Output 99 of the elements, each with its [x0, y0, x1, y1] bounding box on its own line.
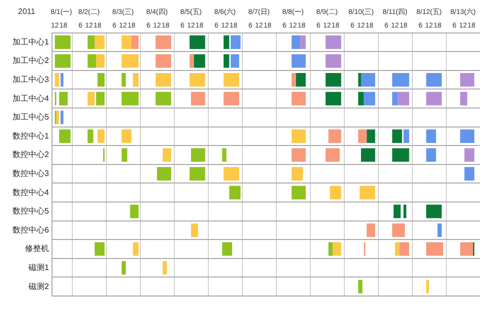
bar — [54, 54, 71, 68]
bar — [292, 73, 296, 87]
bar — [54, 35, 71, 49]
bar — [426, 92, 442, 106]
bar — [460, 242, 473, 256]
bar — [394, 204, 401, 218]
bar — [326, 73, 342, 87]
bar — [230, 35, 241, 49]
bar — [98, 129, 105, 143]
bar — [300, 35, 306, 49]
bar — [98, 73, 105, 87]
bar — [392, 129, 402, 143]
y-tick-label: 数控中心1 — [12, 131, 50, 140]
bar — [122, 148, 128, 162]
bar — [60, 110, 64, 124]
bar — [361, 73, 376, 87]
y-tick-label: 加工中心2 — [12, 56, 50, 66]
bar — [328, 242, 333, 256]
bar — [358, 73, 361, 87]
text: 2011 — [18, 7, 36, 16]
bar — [222, 242, 232, 256]
bar — [426, 242, 444, 256]
bar — [292, 129, 306, 143]
bar — [191, 223, 198, 237]
bar — [94, 242, 105, 256]
bar — [392, 148, 410, 162]
bar — [358, 280, 362, 294]
bar — [328, 129, 342, 143]
bar — [122, 261, 126, 275]
bar — [426, 129, 436, 143]
bar — [292, 35, 300, 49]
bar — [332, 242, 342, 256]
bar — [190, 167, 206, 181]
bar — [191, 148, 206, 162]
bar — [292, 186, 306, 200]
bar — [404, 129, 410, 143]
bar — [426, 280, 429, 294]
bar — [88, 129, 94, 143]
bar — [326, 54, 342, 68]
y-tick-label: 加工中心5 — [12, 112, 50, 122]
bar — [464, 148, 474, 162]
bar — [326, 148, 340, 162]
bar — [326, 92, 342, 106]
bar — [398, 92, 410, 106]
bar — [426, 204, 442, 218]
bar — [358, 92, 364, 106]
y-tick-label: 数控中心3 — [12, 169, 50, 178]
bar — [230, 54, 240, 68]
bar — [88, 54, 96, 68]
bar — [132, 35, 139, 49]
y-tick-label: 数控中心4 — [12, 188, 50, 197]
bar — [361, 148, 376, 162]
bar — [224, 73, 240, 87]
bar — [326, 35, 342, 49]
y-tick-label: 磁测2 — [28, 282, 50, 291]
bar — [96, 54, 105, 68]
bar — [426, 73, 442, 87]
bar — [464, 167, 474, 181]
y-tick-label: 修整机 — [25, 244, 49, 254]
bar — [426, 148, 436, 162]
bar — [190, 73, 206, 87]
bar — [224, 92, 240, 106]
bar — [296, 73, 306, 87]
y-tick-label: 加工中心1 — [12, 37, 50, 46]
bar — [132, 73, 139, 87]
bar — [222, 148, 226, 162]
bar — [460, 73, 474, 87]
bar — [130, 204, 139, 218]
y-tick-label: 磁测1 — [28, 263, 50, 272]
y-tick-label: 数控中心6 — [12, 225, 50, 234]
y-tick-label: 数控中心5 — [12, 206, 50, 216]
bar — [399, 242, 410, 256]
bar — [364, 92, 376, 106]
bar — [292, 167, 303, 181]
bar — [292, 148, 306, 162]
bar — [59, 129, 71, 143]
bar — [122, 92, 139, 106]
bar — [366, 223, 376, 237]
bar — [191, 92, 206, 106]
bar — [224, 167, 240, 181]
bar — [358, 129, 367, 143]
bar — [94, 35, 105, 49]
bar — [438, 223, 442, 237]
bar — [460, 92, 468, 106]
bar — [229, 186, 241, 200]
y-tick-label: 加工中心3 — [12, 75, 50, 84]
bar — [292, 92, 306, 106]
bar — [88, 35, 95, 49]
bar — [122, 73, 126, 87]
bar — [194, 54, 206, 68]
bar — [292, 54, 306, 68]
bar — [395, 242, 400, 256]
bar — [224, 54, 230, 68]
bar — [360, 186, 376, 200]
bar — [224, 35, 230, 49]
y-tick-label: 数控中心2 — [12, 150, 50, 160]
bar — [460, 129, 474, 143]
y-tick-label: 加工中心4 — [12, 94, 50, 103]
bar — [190, 54, 194, 68]
